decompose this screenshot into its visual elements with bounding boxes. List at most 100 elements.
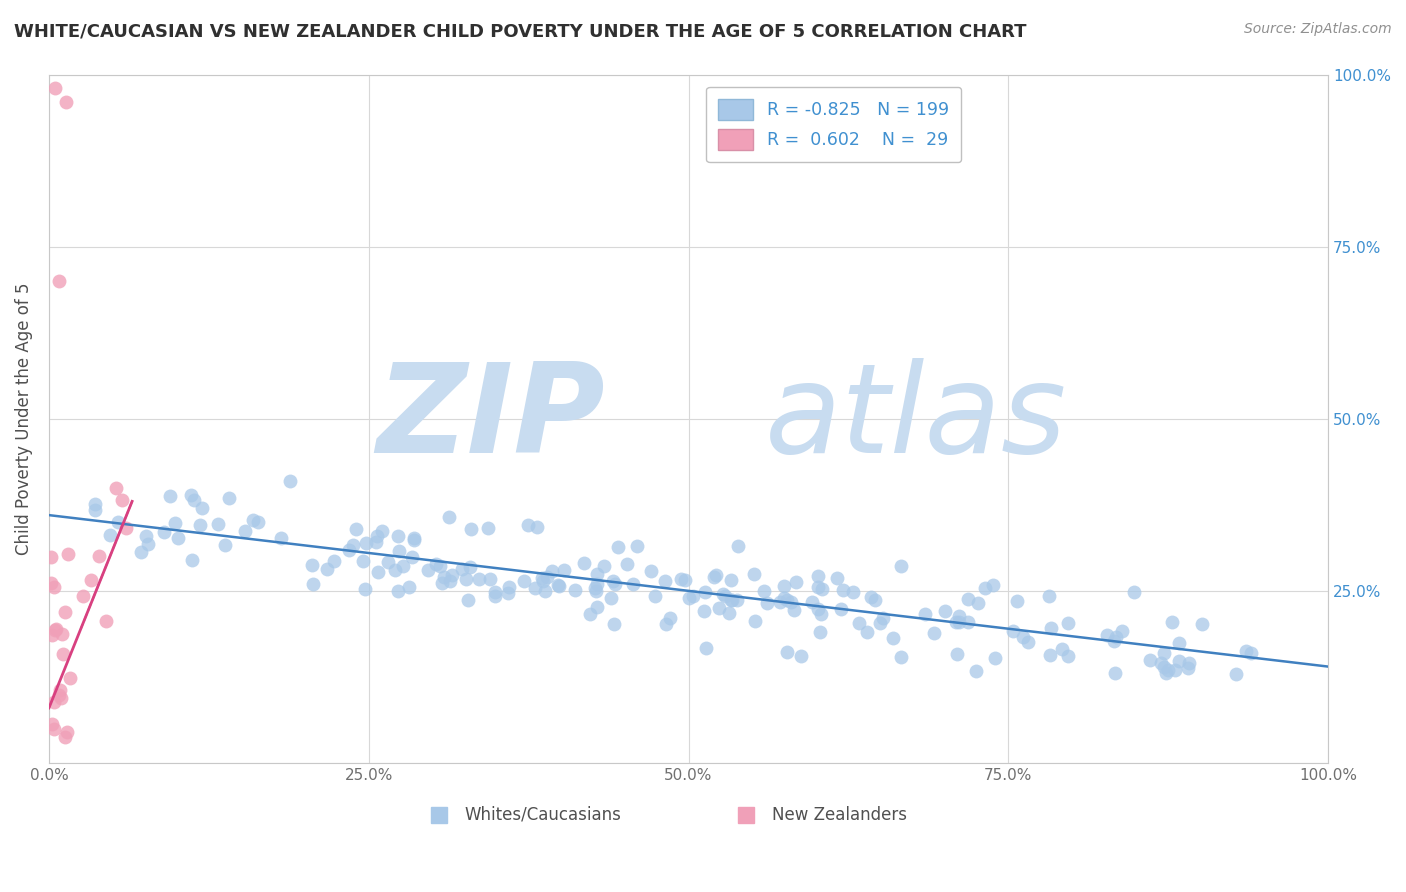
Point xyxy=(780,595,803,609)
Point xyxy=(773,591,796,606)
Point xyxy=(1234,644,1257,658)
Point xyxy=(553,563,575,577)
Point xyxy=(270,531,292,545)
Point xyxy=(1123,585,1146,599)
Text: Source: ZipAtlas.com: Source: ZipAtlas.com xyxy=(1244,22,1392,37)
Point xyxy=(673,573,696,587)
Point xyxy=(41,628,63,642)
Point xyxy=(44,623,66,637)
Point xyxy=(214,538,236,552)
Point xyxy=(607,540,630,554)
Point xyxy=(1039,648,1062,663)
Point xyxy=(704,568,727,582)
Point xyxy=(983,578,1005,592)
Point xyxy=(1104,666,1126,681)
Point xyxy=(136,537,159,551)
Point xyxy=(402,533,425,547)
Point xyxy=(218,491,240,506)
Point xyxy=(654,574,676,589)
Point xyxy=(707,601,730,615)
Point xyxy=(53,605,76,619)
Point xyxy=(135,528,157,542)
Point xyxy=(654,617,676,632)
Point xyxy=(153,525,176,540)
Point xyxy=(579,607,602,621)
Point xyxy=(98,527,121,541)
Point xyxy=(725,592,748,607)
Point xyxy=(104,481,127,495)
Point xyxy=(159,489,181,503)
Point xyxy=(48,683,70,698)
Point xyxy=(468,572,491,586)
Point xyxy=(785,574,807,589)
Point xyxy=(1102,634,1125,648)
Point xyxy=(207,517,229,532)
Point xyxy=(1057,615,1080,630)
Point xyxy=(433,570,456,584)
Point xyxy=(484,589,506,603)
Point xyxy=(190,500,212,515)
Point xyxy=(323,554,346,568)
Point xyxy=(388,544,411,558)
Point xyxy=(55,95,77,109)
Point xyxy=(44,81,66,95)
Point xyxy=(165,516,187,530)
Point xyxy=(439,574,461,588)
Point xyxy=(48,274,70,288)
Point xyxy=(682,590,704,604)
Point xyxy=(1149,657,1171,671)
Point xyxy=(1139,652,1161,666)
Point xyxy=(531,574,554,589)
Point xyxy=(401,549,423,564)
Point xyxy=(247,515,270,529)
Point xyxy=(51,627,73,641)
Point xyxy=(41,717,63,731)
Point xyxy=(811,582,834,597)
Point xyxy=(669,572,692,586)
Point xyxy=(1052,642,1074,657)
Point xyxy=(790,648,813,663)
Point xyxy=(316,562,339,576)
Point xyxy=(1153,647,1175,661)
Point xyxy=(801,594,824,608)
Point xyxy=(342,538,364,552)
Point xyxy=(863,592,886,607)
Point xyxy=(720,573,742,587)
Point xyxy=(713,590,735,604)
Point xyxy=(583,581,606,595)
Point xyxy=(404,531,426,545)
Point xyxy=(188,517,211,532)
Text: WHITE/CAUCASIAN VS NEW ZEALANDER CHILD POVERTY UNDER THE AGE OF 5 CORRELATION CH: WHITE/CAUCASIAN VS NEW ZEALANDER CHILD P… xyxy=(14,22,1026,40)
Point xyxy=(616,557,638,571)
Point xyxy=(1111,624,1133,639)
Point xyxy=(830,601,852,615)
Point xyxy=(183,493,205,508)
Point xyxy=(430,575,453,590)
Point xyxy=(585,567,607,582)
Point xyxy=(371,524,394,538)
Point xyxy=(440,568,463,582)
Point xyxy=(1240,646,1263,660)
Point xyxy=(890,558,912,573)
Point xyxy=(586,599,609,614)
Point xyxy=(756,597,779,611)
Point xyxy=(703,570,725,584)
Point xyxy=(592,559,614,574)
Point xyxy=(1095,628,1118,642)
Point xyxy=(1001,624,1024,638)
Point xyxy=(59,671,82,685)
Point xyxy=(278,474,301,488)
Point xyxy=(425,557,447,571)
Point xyxy=(42,695,65,709)
Point xyxy=(603,576,626,591)
Point xyxy=(564,583,586,598)
Point xyxy=(233,524,256,538)
Point xyxy=(869,616,891,631)
Point xyxy=(744,614,766,628)
Point xyxy=(948,615,970,629)
Point xyxy=(1177,660,1199,674)
Point xyxy=(890,650,912,665)
Point xyxy=(810,607,832,621)
Point xyxy=(882,632,904,646)
Point xyxy=(1007,594,1029,608)
